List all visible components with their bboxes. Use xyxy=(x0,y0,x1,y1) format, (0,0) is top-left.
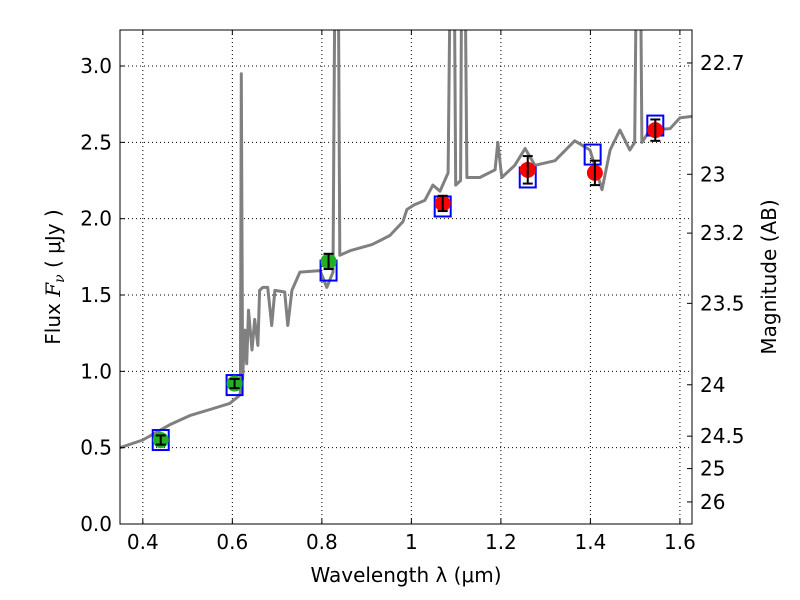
plot-frame xyxy=(119,29,693,525)
y2-tick-label: 23 xyxy=(700,162,725,186)
y2-tick-label: 25 xyxy=(700,457,725,481)
x-tick-label: 0.6 xyxy=(216,530,248,554)
y-tick-label: 0.5 xyxy=(80,436,112,460)
x-tick-label: 0.4 xyxy=(127,530,159,554)
x-tick-label: 1.2 xyxy=(485,530,517,554)
y-tick-label: 1.0 xyxy=(80,359,112,383)
spectrum-line xyxy=(120,30,692,450)
y-tick-label: 2.0 xyxy=(80,207,112,231)
y2-axis-label: Magnitude (AB) xyxy=(757,199,781,354)
y2-tick-label: 26 xyxy=(700,490,725,514)
y2-tick-label: 24.5 xyxy=(700,424,745,448)
x-tick-label: 1 xyxy=(405,530,418,554)
y-tick-label: 0.0 xyxy=(80,512,112,536)
x-tick-label: 1.6 xyxy=(664,530,696,554)
y2-tick-label: 24 xyxy=(700,373,725,397)
ticks: 0.4 0.6 0.8 1 1.2 1.4 1.6 0.0 0.5 1.0 1.5 2.0 2.5 3.0… xyxy=(80,30,745,554)
x-tick-label: 0.8 xyxy=(306,530,338,554)
model-square xyxy=(583,143,602,166)
y2-tick-label: 22.7 xyxy=(700,51,745,75)
y2-tick-label: 23.5 xyxy=(700,291,745,315)
x-tick-label: 1.4 xyxy=(574,530,606,554)
y-axis-label: Flux Fν ( μJy ) xyxy=(41,209,68,344)
y-tick-label: 3.0 xyxy=(80,54,112,78)
model-square xyxy=(225,374,244,397)
y-tick-label: 2.5 xyxy=(80,130,112,154)
spectrum-group xyxy=(120,30,692,450)
y-tick-label: 1.5 xyxy=(80,283,112,307)
points-group xyxy=(151,114,665,452)
y2-tick-label: 23.2 xyxy=(700,221,745,245)
x-axis-label: Wavelength λ (μm) xyxy=(310,563,501,587)
grid xyxy=(120,30,692,525)
